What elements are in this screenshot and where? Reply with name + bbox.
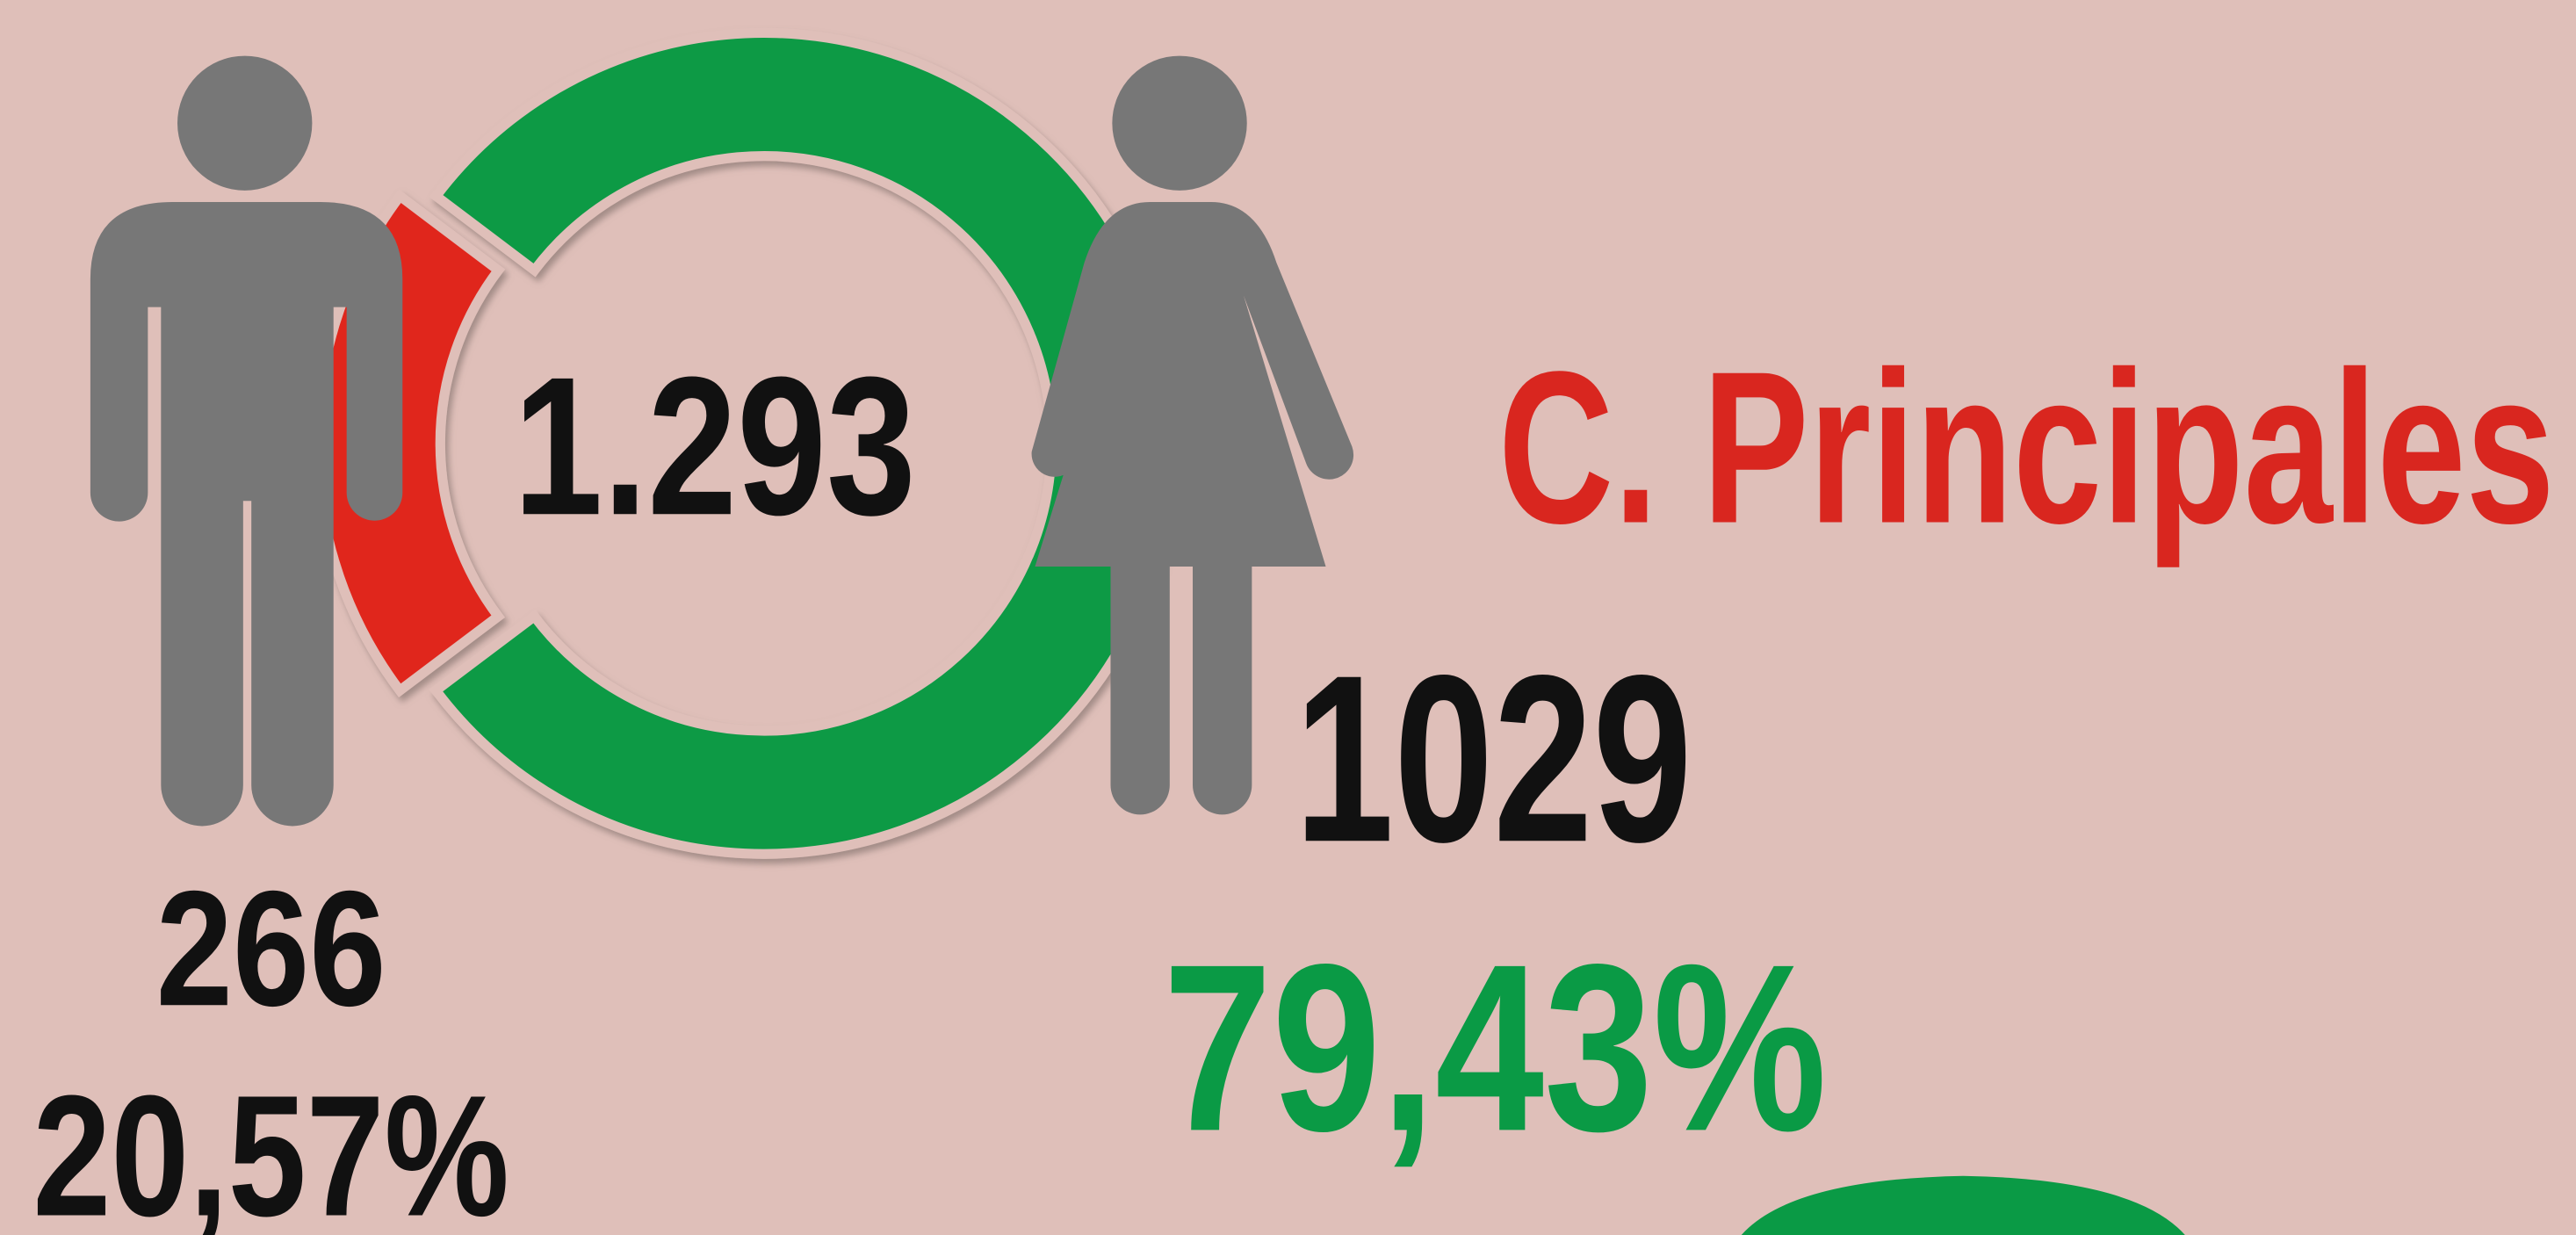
- donut-segment: [429, 27, 1180, 859]
- center-label: 1.293: [514, 336, 916, 556]
- count-label: 266: [156, 856, 386, 1040]
- percent-label: 20,57%: [32, 1059, 509, 1235]
- decorative-shape: [1741, 1175, 2185, 1235]
- percent-label: 79,43%: [1163, 915, 1827, 1181]
- chart-title: C. Principales: [1498, 328, 2555, 569]
- woman-icon: [1031, 55, 1354, 815]
- man-icon: [90, 55, 403, 827]
- count-label: 1029: [1295, 626, 1692, 892]
